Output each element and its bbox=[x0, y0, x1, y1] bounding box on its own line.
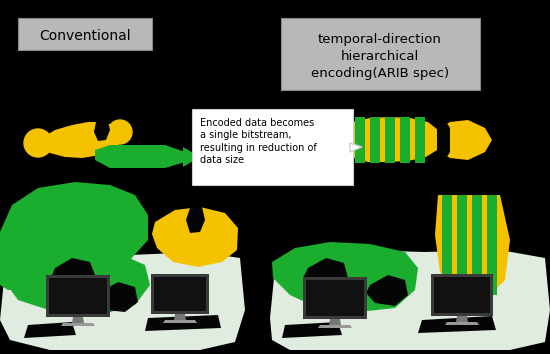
Polygon shape bbox=[306, 280, 364, 316]
Polygon shape bbox=[457, 195, 467, 295]
Polygon shape bbox=[437, 120, 492, 160]
Polygon shape bbox=[355, 117, 365, 163]
Text: Encoded data becomes
a single bitstream,
resulting in reduction of
data size: Encoded data becomes a single bitstream,… bbox=[200, 118, 317, 165]
FancyBboxPatch shape bbox=[192, 109, 353, 185]
Polygon shape bbox=[183, 147, 200, 167]
Polygon shape bbox=[61, 323, 95, 326]
Polygon shape bbox=[329, 319, 341, 325]
Polygon shape bbox=[303, 277, 367, 319]
Polygon shape bbox=[418, 316, 496, 333]
Polygon shape bbox=[46, 275, 110, 317]
Polygon shape bbox=[472, 195, 482, 295]
Polygon shape bbox=[96, 282, 138, 312]
Polygon shape bbox=[0, 252, 245, 350]
Polygon shape bbox=[49, 278, 107, 314]
Polygon shape bbox=[400, 117, 410, 163]
Polygon shape bbox=[385, 117, 395, 163]
Polygon shape bbox=[335, 122, 350, 147]
Polygon shape bbox=[282, 322, 342, 338]
Polygon shape bbox=[431, 274, 493, 316]
Circle shape bbox=[24, 129, 52, 157]
Polygon shape bbox=[318, 130, 338, 150]
Polygon shape bbox=[95, 145, 185, 168]
Polygon shape bbox=[272, 242, 418, 312]
Circle shape bbox=[108, 120, 132, 144]
Polygon shape bbox=[370, 117, 380, 163]
Polygon shape bbox=[442, 195, 452, 295]
Polygon shape bbox=[163, 320, 197, 323]
Polygon shape bbox=[337, 117, 440, 162]
Polygon shape bbox=[487, 195, 497, 295]
Polygon shape bbox=[0, 182, 148, 290]
Polygon shape bbox=[456, 316, 468, 322]
Polygon shape bbox=[434, 277, 490, 313]
Polygon shape bbox=[174, 314, 186, 320]
Polygon shape bbox=[415, 117, 425, 163]
Polygon shape bbox=[151, 274, 209, 314]
Polygon shape bbox=[303, 258, 348, 290]
Text: temporal-direction
hierarchical
encoding(ARIB spec): temporal-direction hierarchical encoding… bbox=[311, 33, 449, 80]
Polygon shape bbox=[154, 277, 206, 311]
Polygon shape bbox=[445, 322, 479, 325]
Polygon shape bbox=[270, 250, 550, 350]
Polygon shape bbox=[350, 143, 362, 152]
Polygon shape bbox=[318, 325, 352, 328]
Polygon shape bbox=[24, 322, 76, 338]
Polygon shape bbox=[5, 248, 150, 315]
Polygon shape bbox=[50, 258, 95, 288]
Text: Conventional: Conventional bbox=[39, 29, 131, 43]
Polygon shape bbox=[437, 120, 450, 160]
Polygon shape bbox=[35, 122, 122, 158]
FancyBboxPatch shape bbox=[18, 18, 152, 50]
Polygon shape bbox=[366, 275, 408, 306]
Polygon shape bbox=[152, 207, 238, 267]
Polygon shape bbox=[435, 195, 510, 298]
Polygon shape bbox=[94, 121, 110, 141]
Polygon shape bbox=[186, 207, 205, 233]
Polygon shape bbox=[72, 317, 84, 323]
FancyBboxPatch shape bbox=[281, 18, 480, 90]
Polygon shape bbox=[145, 315, 221, 331]
